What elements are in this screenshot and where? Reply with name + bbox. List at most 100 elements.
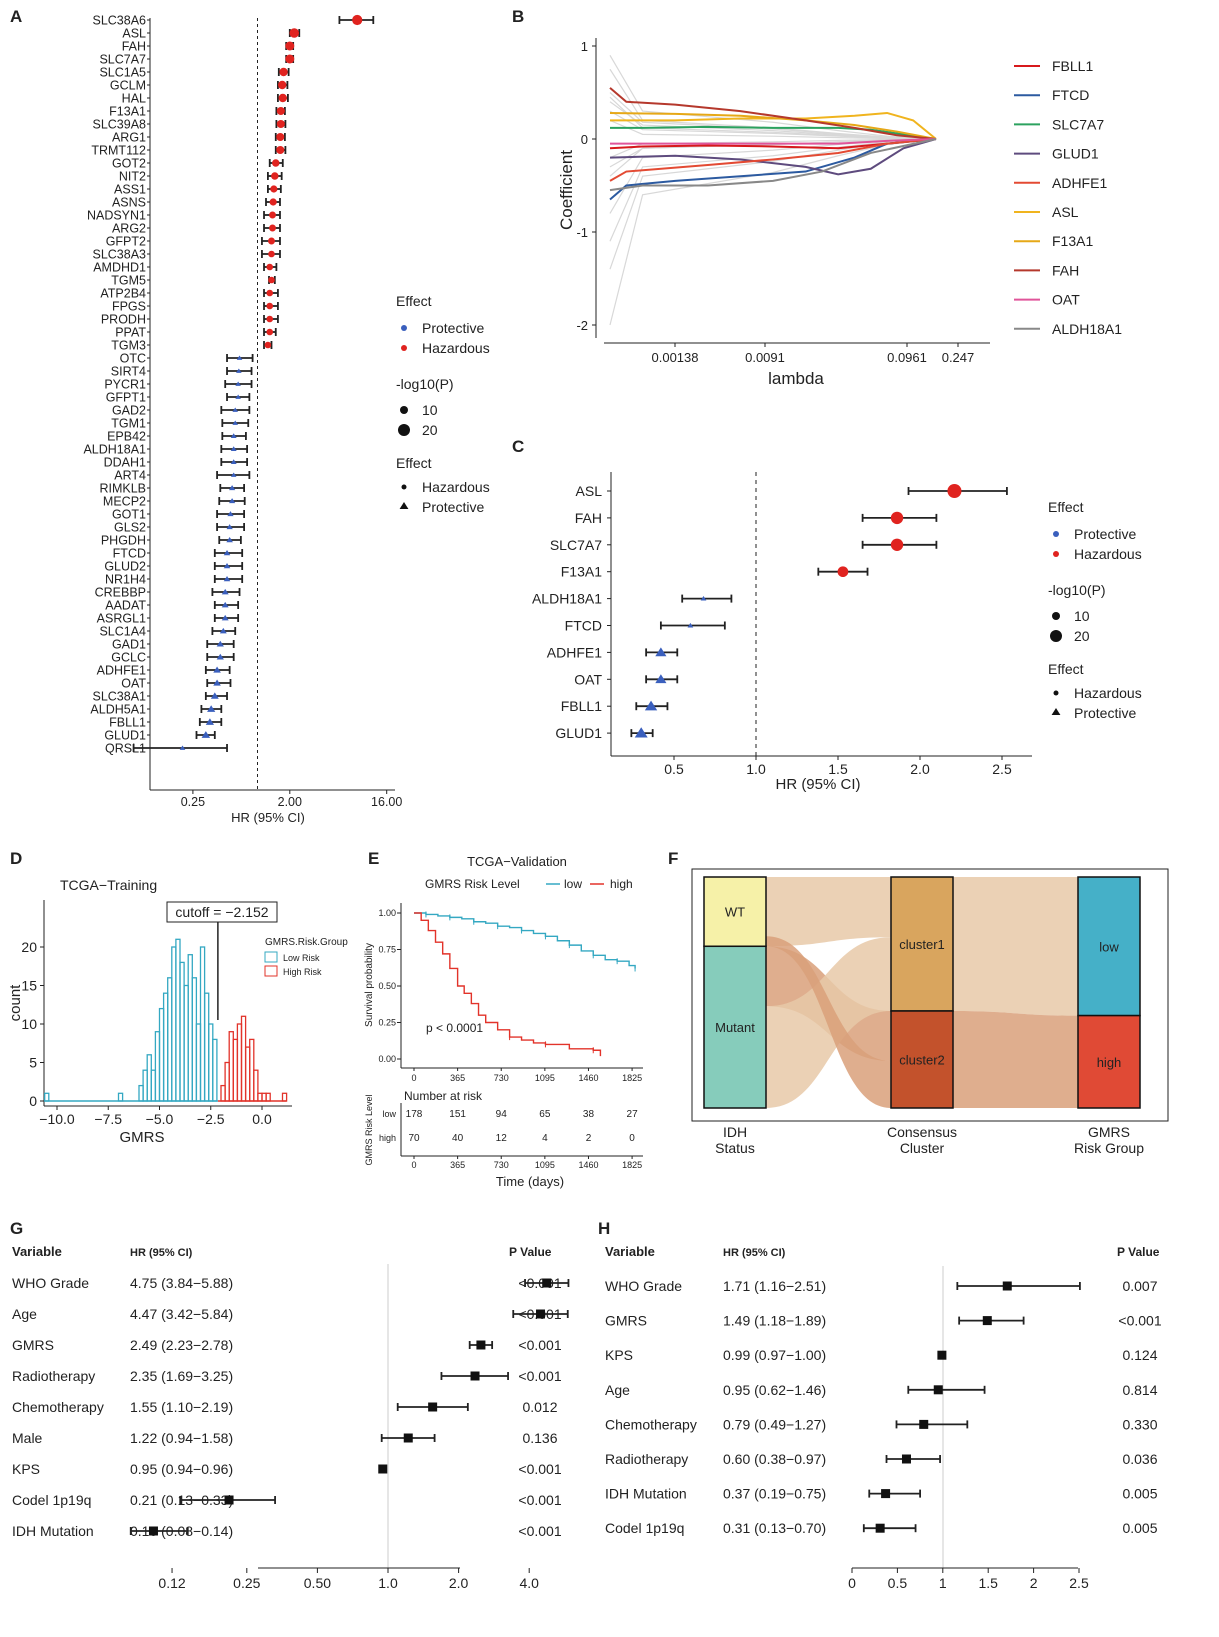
panelG-hr-text-4: 1.55 (1.10−2.19) — [130, 1399, 233, 1415]
panelA-gene-AADAT: AADAT — [105, 599, 146, 613]
panelA-point-ARG1 — [276, 132, 285, 142]
panelA-point-ASNS — [269, 198, 277, 206]
panelE-xtick-label: 0 — [411, 1073, 416, 1083]
panelA-point-DDAH1 — [230, 459, 237, 465]
panelF-axis-label: Consensus — [887, 1124, 957, 1140]
panelA-gene-TGM5: TGM5 — [111, 274, 146, 288]
panelA-legend-shape-hazardous: Hazardous — [422, 479, 490, 495]
panelC-legend-shape-triangle — [1051, 708, 1061, 715]
panelA-legend-size-20 — [398, 424, 410, 436]
panelE-ylabel: Survival probability — [364, 943, 375, 1027]
panelA-gene-F13A1: F13A1 — [109, 105, 146, 119]
panelE-xlabel: Time (days) — [496, 1174, 564, 1189]
panelA-point-PYCR1 — [235, 381, 241, 386]
panelA-gene-ASL: ASL — [122, 27, 146, 41]
panelA-point-GLUD1 — [201, 731, 211, 738]
panelH-point-3 — [933, 1385, 943, 1395]
panelG-xtick-label: 0.25 — [233, 1575, 260, 1591]
panel-label-C: C — [512, 437, 524, 456]
panelE-risk-low-value: 151 — [449, 1109, 466, 1120]
panelA-point-F13A1 — [276, 106, 285, 116]
panelD-bar-low — [212, 1038, 218, 1102]
panelE-xtick-label: 730 — [494, 1073, 509, 1083]
panelE-risk-ylabel: GMRS Risk Level — [364, 1094, 374, 1165]
panelC-gene-FTCD: FTCD — [565, 618, 602, 634]
panelG-hr-text-3: 2.35 (1.69−3.25) — [130, 1368, 233, 1384]
panelA-point-TGM5 — [268, 276, 275, 284]
panelA-gene-GFPT2: GFPT2 — [106, 235, 146, 249]
panelG-header-hr: HR (95% CI) — [130, 1247, 193, 1259]
panelF-axis-label: Risk Group — [1074, 1140, 1144, 1156]
panelD-xtick-label: −7.5 — [94, 1111, 122, 1127]
panelD-bar-high — [265, 1092, 271, 1102]
panelA-point-SLC1A4 — [219, 627, 227, 634]
panelA-gene-ASRGL1: ASRGL1 — [97, 612, 146, 626]
panelA-gene-ARG2: ARG2 — [112, 222, 146, 236]
panelA-gene-FTCD: FTCD — [113, 547, 146, 561]
panelA-point-GOT2 — [272, 159, 280, 167]
panelC-point-FAH — [890, 511, 904, 525]
panelC-gene-FBLL1: FBLL1 — [561, 698, 602, 714]
panelH-pvalue-2: 0.124 — [1122, 1347, 1157, 1363]
panelD-cutoff-label: cutoff = −2.152 — [175, 904, 268, 920]
panel-label-H: H — [598, 1219, 610, 1238]
panelH-pvalue-4: 0.330 — [1122, 1416, 1157, 1432]
panelC-point-FBLL1 — [644, 700, 658, 711]
panelA-point-ADHFE1 — [213, 666, 221, 673]
panelD-bar-high — [253, 1069, 259, 1102]
panelC-legend-size-20 — [1050, 630, 1062, 642]
panelE-risk-high-value: 2 — [586, 1133, 592, 1144]
panelE-risk-high-value: 70 — [408, 1133, 420, 1144]
panelH-variable-3: Age — [605, 1382, 630, 1398]
panelA-gene-PHGDH: PHGDH — [101, 534, 146, 548]
panelA-point-FPGS — [266, 302, 274, 310]
panelA-gene-GCLC: GCLC — [111, 651, 146, 665]
panelD-legend-high: High Risk — [283, 967, 322, 977]
panelA-gene-QRSL1: QRSL1 — [105, 742, 146, 756]
panelB-xtick-label: 0.0091 — [745, 350, 785, 365]
panelE-ytick-label: 0.75 — [378, 945, 396, 955]
panelE-risk-low-value: 65 — [539, 1109, 551, 1120]
panelG-xtick-label: 4.0 — [519, 1575, 539, 1591]
panelE-ytick-label: 0.00 — [378, 1054, 396, 1064]
panelA-point-SLC38A3 — [268, 250, 275, 258]
panelG-point-4 — [428, 1402, 438, 1412]
panelA-xlabel: HR (95% CI) — [231, 810, 305, 825]
panelA-point-HAL — [278, 93, 287, 103]
panelH-variable-0: WHO Grade — [605, 1278, 682, 1294]
panelC-point-F13A1 — [837, 566, 849, 578]
panelA-legend-shape-triangle — [399, 502, 409, 509]
panelG-point-2 — [476, 1340, 486, 1350]
panelD-ytick-label: 15 — [21, 978, 37, 994]
panelB-xtick-label: 0.0961 — [887, 350, 927, 365]
panelG-variable-6: KPS — [12, 1461, 40, 1477]
panelE-risk-xtick-label: 1095 — [535, 1160, 555, 1170]
panelH-xtick-label: 0.5 — [888, 1575, 908, 1591]
panelA-point-TGM3 — [264, 341, 272, 349]
panelA-gene-AMDHD1: AMDHD1 — [93, 261, 146, 275]
panelA-gene-PPAT: PPAT — [115, 326, 146, 340]
panelA-point-OTC — [236, 355, 243, 360]
panelA-gene-ALDH18A1: ALDH18A1 — [83, 443, 146, 457]
panelA-gene-OTC: OTC — [120, 352, 146, 366]
panelF-stratum-high — [1077, 1014, 1141, 1109]
panelH-point-2 — [937, 1350, 947, 1360]
panelA-gene-SLC1A5: SLC1A5 — [99, 66, 146, 80]
panelA-point-PPAT — [266, 328, 274, 336]
panelA-point-ALDH18A1 — [230, 446, 237, 452]
panelA-point-GAD2 — [232, 407, 239, 412]
panelF-stratum-label-high: high — [1097, 1055, 1122, 1070]
panelH-header-hr: HR (95% CI) — [723, 1247, 786, 1259]
panelF-stratum-cluster1 — [890, 876, 954, 1012]
panelA-gene-ASS1: ASS1 — [114, 183, 146, 197]
panelB-ytick-label: 1 — [581, 39, 588, 54]
panel-label-A: A — [10, 7, 22, 26]
panelA-gene-SLC38A6: SLC38A6 — [92, 14, 146, 28]
panelA-point-ATP2B4 — [266, 289, 274, 297]
panelA-gene-HAL: HAL — [122, 92, 146, 106]
panelA-gene-SIRT4: SIRT4 — [111, 365, 146, 379]
panelG-pvalue-8: <0.001 — [518, 1523, 561, 1539]
panelC-xtick-label: 2.0 — [910, 761, 930, 777]
panelH-xtick-label: 0 — [848, 1575, 856, 1591]
panelD-bar-low — [44, 1092, 50, 1102]
